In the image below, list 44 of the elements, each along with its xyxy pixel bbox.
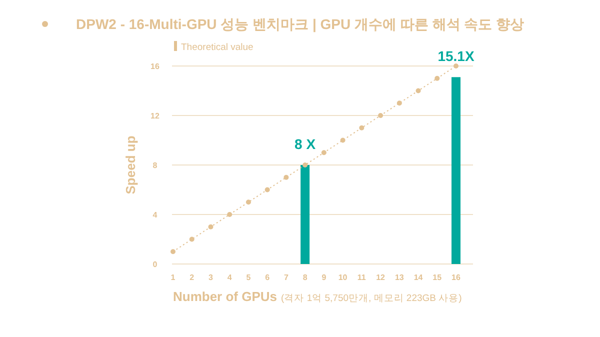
x-tick-label: 2: [190, 273, 195, 282]
point: [434, 76, 440, 81]
x-tick-label: 15: [432, 273, 442, 282]
point: [340, 138, 346, 143]
data-label: 8 X: [294, 136, 316, 152]
point: [416, 88, 421, 94]
x-tick-label: 6: [265, 273, 270, 282]
y-tick-label: 4: [152, 210, 158, 220]
y-tick-label: 12: [150, 112, 160, 120]
point: [189, 236, 194, 242]
point: [227, 212, 232, 217]
x-tick-label: 12: [376, 273, 386, 282]
x-tick-label: 7: [284, 273, 289, 282]
point: [246, 200, 251, 205]
y-tick-label: 8: [152, 161, 158, 170]
data-label: 15.1X: [438, 48, 475, 64]
y-tick-label: 16: [150, 62, 160, 71]
point: [264, 187, 270, 192]
x-tick-label: 14: [414, 273, 424, 282]
text: (격자 1억 5,750만개, 메모리 223GB 사용): [281, 293, 462, 304]
x-tick-label: 9: [322, 273, 327, 282]
point: [302, 162, 308, 168]
point: [321, 150, 326, 156]
x-tick-label: 10: [338, 273, 348, 282]
x-tick-label: 8: [302, 273, 308, 282]
y-tick-label: 0: [152, 260, 158, 269]
point: [284, 174, 289, 180]
y-axis-title: Speed up: [123, 136, 138, 194]
x-tick-label: 1: [170, 273, 176, 282]
point: [378, 113, 384, 118]
x-tick-label: 16: [452, 273, 461, 282]
chart-title: DPW2 - 16-Multi-GPU 성능 벤치마크 | GPU 개수에 따른 해석 속도 향상: [76, 16, 524, 33]
point: [208, 224, 214, 230]
point: [170, 249, 176, 254]
point: [454, 64, 458, 68]
x-axis-title: Number of GPUs: [173, 289, 278, 304]
x-tick-label: 5: [246, 273, 252, 282]
x-tick-label: 11: [357, 273, 366, 282]
legend-label: Theoretical value: [181, 42, 254, 53]
point: [359, 125, 364, 130]
point: [396, 100, 402, 106]
x-tick-label: 3: [208, 273, 214, 282]
x-tick-label: 4: [227, 273, 232, 282]
x-tick-label: 13: [394, 273, 404, 282]
